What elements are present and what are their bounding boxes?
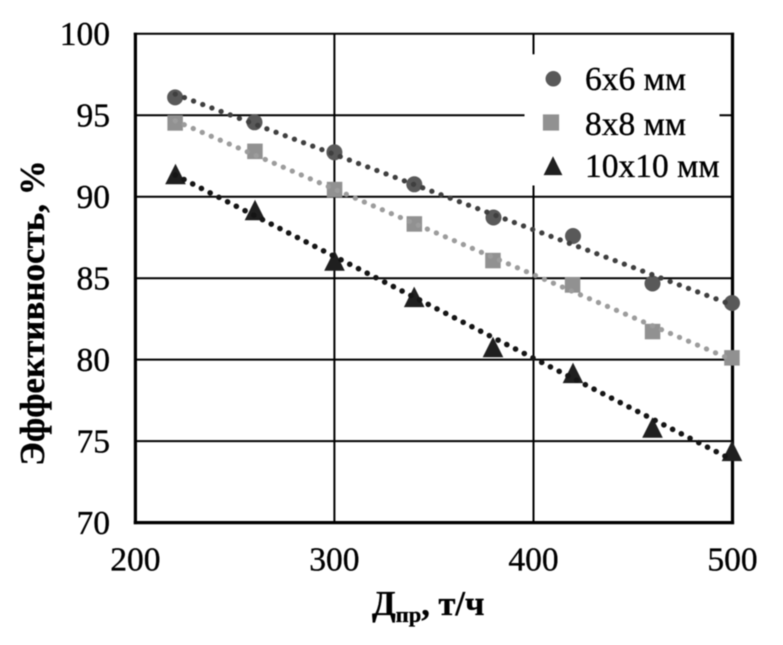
svg-text:200: 200: [110, 542, 160, 579]
svg-text:8x8 мм: 8x8 мм: [585, 106, 686, 143]
svg-text:70: 70: [77, 505, 111, 542]
svg-text:80: 80: [77, 342, 111, 379]
svg-text:90: 90: [77, 179, 111, 216]
svg-text:10x10 мм: 10x10 мм: [585, 148, 720, 185]
svg-text:95: 95: [77, 98, 111, 135]
svg-text:500: 500: [707, 542, 757, 579]
svg-text:Эффективность, %: Эффективность, %: [13, 160, 52, 466]
svg-text:300: 300: [309, 542, 359, 579]
svg-text:75: 75: [77, 423, 111, 460]
svg-text:85: 85: [77, 261, 111, 298]
svg-text:400: 400: [508, 542, 558, 579]
svg-text:100: 100: [60, 16, 110, 53]
svg-text:6x6 мм: 6x6 мм: [585, 61, 686, 98]
svg-text:Дпр, т/ч: Дпр, т/ч: [372, 585, 484, 627]
